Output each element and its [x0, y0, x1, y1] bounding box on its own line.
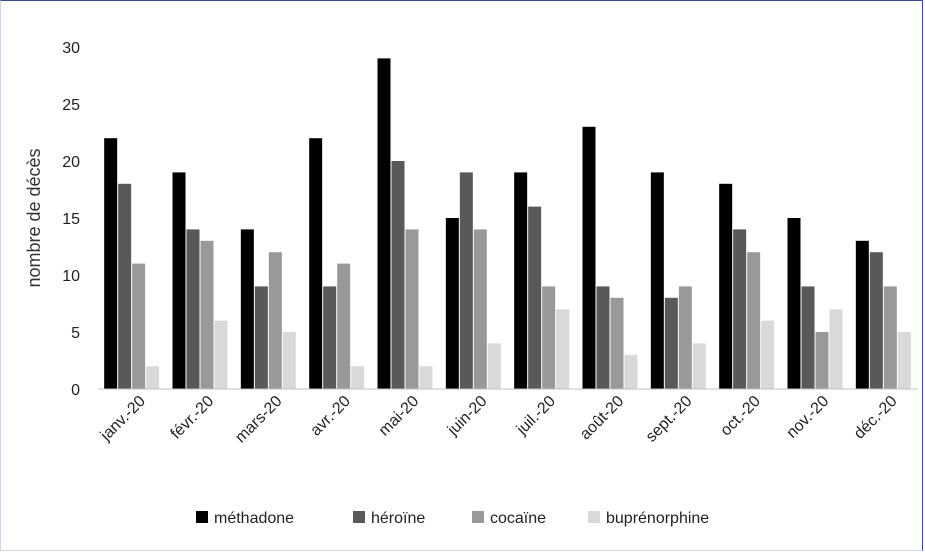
bar-heroine-fevr-20: [186, 229, 200, 389]
y-tick-label: 15: [62, 211, 80, 228]
y-tick-label: 20: [62, 154, 80, 171]
bar-cocaine-nov-20: [815, 332, 829, 389]
bar-methadone-janv-20: [104, 138, 118, 389]
bar-methadone-avr-20: [309, 138, 323, 389]
bar-cocaine-juil-20: [542, 286, 556, 389]
legend-label-heroine: héroïne: [371, 510, 425, 527]
x-tick-label: oct.-20: [717, 393, 764, 440]
y-axis-label: nombre de décès: [24, 148, 44, 287]
x-tick-label: mai-20: [376, 393, 423, 440]
bar-buprenorphine-nov-20: [829, 309, 843, 389]
bar-methadone-sept-20: [650, 172, 664, 389]
bar-buprenorphine-fevr-20: [214, 320, 228, 389]
x-tick-label: janv.-20: [97, 393, 149, 445]
bar-cocaine-janv-20: [132, 263, 146, 389]
bar-heroine-aout-20: [596, 286, 610, 389]
bar-methadone-fevr-20: [172, 172, 186, 389]
x-tick-label: déc.-20: [851, 393, 901, 443]
x-tick-label: sept.-20: [643, 393, 696, 446]
bar-buprenorphine-janv-20: [146, 366, 160, 389]
bar-heroine-mars-20: [254, 286, 268, 389]
bar-heroine-mai-20: [391, 161, 405, 389]
bars: [104, 58, 911, 390]
bar-methadone-nov-20: [787, 218, 801, 389]
bar-methadone-oct-20: [719, 183, 733, 389]
bar-buprenorphine-avr-20: [351, 366, 365, 389]
bar-cocaine-aout-20: [610, 297, 624, 389]
x-tick-label: juil.-20: [513, 393, 559, 439]
bar-cocaine-juin-20: [473, 229, 487, 389]
bar-heroine-avr-20: [323, 286, 337, 389]
bar-cocaine-avr-20: [337, 263, 351, 389]
bar-methadone-dec-20: [855, 240, 869, 389]
x-tick-label: juin-20: [444, 393, 491, 440]
bar-methadone-aout-20: [582, 126, 596, 390]
legend-label-cocaine: cocaïne: [490, 510, 546, 527]
y-tick-label: 10: [62, 268, 80, 285]
y-tick-label: 0: [71, 382, 80, 399]
bar-buprenorphine-juil-20: [556, 309, 570, 389]
bar-heroine-janv-20: [118, 183, 132, 389]
x-tick-label: avr.-20: [307, 393, 354, 440]
bar-buprenorphine-juin-20: [487, 343, 501, 389]
bar-heroine-juil-20: [528, 206, 542, 389]
bar-heroine-nov-20: [801, 286, 815, 389]
bar-buprenorphine-mai-20: [419, 366, 433, 389]
bar-cocaine-mai-20: [405, 229, 419, 389]
bar-cocaine-sept-20: [678, 286, 692, 389]
bar-methadone-juin-20: [445, 218, 459, 389]
bar-methadone-mars-20: [240, 229, 254, 389]
y-tick-label: 5: [71, 325, 80, 342]
legend-label-buprenorphine: buprénorphine: [606, 510, 709, 527]
legend-label-methadone: méthadone: [214, 510, 294, 527]
bar-buprenorphine-dec-20: [897, 332, 911, 389]
bar-heroine-dec-20: [869, 252, 883, 389]
legend: méthadone héroïne cocaïne buprénorphine: [196, 510, 709, 527]
x-tick-label: nov.-20: [783, 393, 832, 442]
y-tick-label: 30: [62, 40, 80, 57]
legend-swatch-heroine: [353, 511, 365, 523]
bar-methadone-mai-20: [377, 58, 391, 390]
bar-buprenorphine-oct-20: [761, 320, 775, 389]
legend-swatch-buprenorphine: [588, 511, 600, 523]
bar-cocaine-mars-20: [268, 252, 282, 389]
bar-cocaine-fevr-20: [200, 240, 214, 389]
bar-buprenorphine-aout-20: [624, 354, 638, 389]
bar-heroine-sept-20: [664, 297, 678, 389]
x-tick-label: mars-20: [232, 393, 286, 447]
x-tick-label: févr.-20: [168, 393, 218, 443]
bar-cocaine-dec-20: [883, 286, 897, 389]
bar-heroine-juin-20: [459, 172, 473, 389]
y-tick-label: 25: [62, 97, 80, 114]
bar-methadone-juil-20: [514, 172, 528, 389]
legend-swatch-cocaine: [472, 511, 484, 523]
x-axis: janv.-20 févr.-20 mars-20 avr.-20 mai-20 juin…: [97, 388, 918, 447]
legend-swatch-methadone: [196, 511, 208, 523]
x-tick-label: août-20: [577, 393, 627, 443]
bar-buprenorphine-mars-20: [282, 332, 296, 389]
bar-buprenorphine-sept-20: [692, 343, 706, 389]
bar-heroine-oct-20: [733, 229, 747, 389]
bar-cocaine-oct-20: [747, 252, 761, 389]
y-axis: 0 5 10 15 20 25 30: [62, 40, 80, 399]
